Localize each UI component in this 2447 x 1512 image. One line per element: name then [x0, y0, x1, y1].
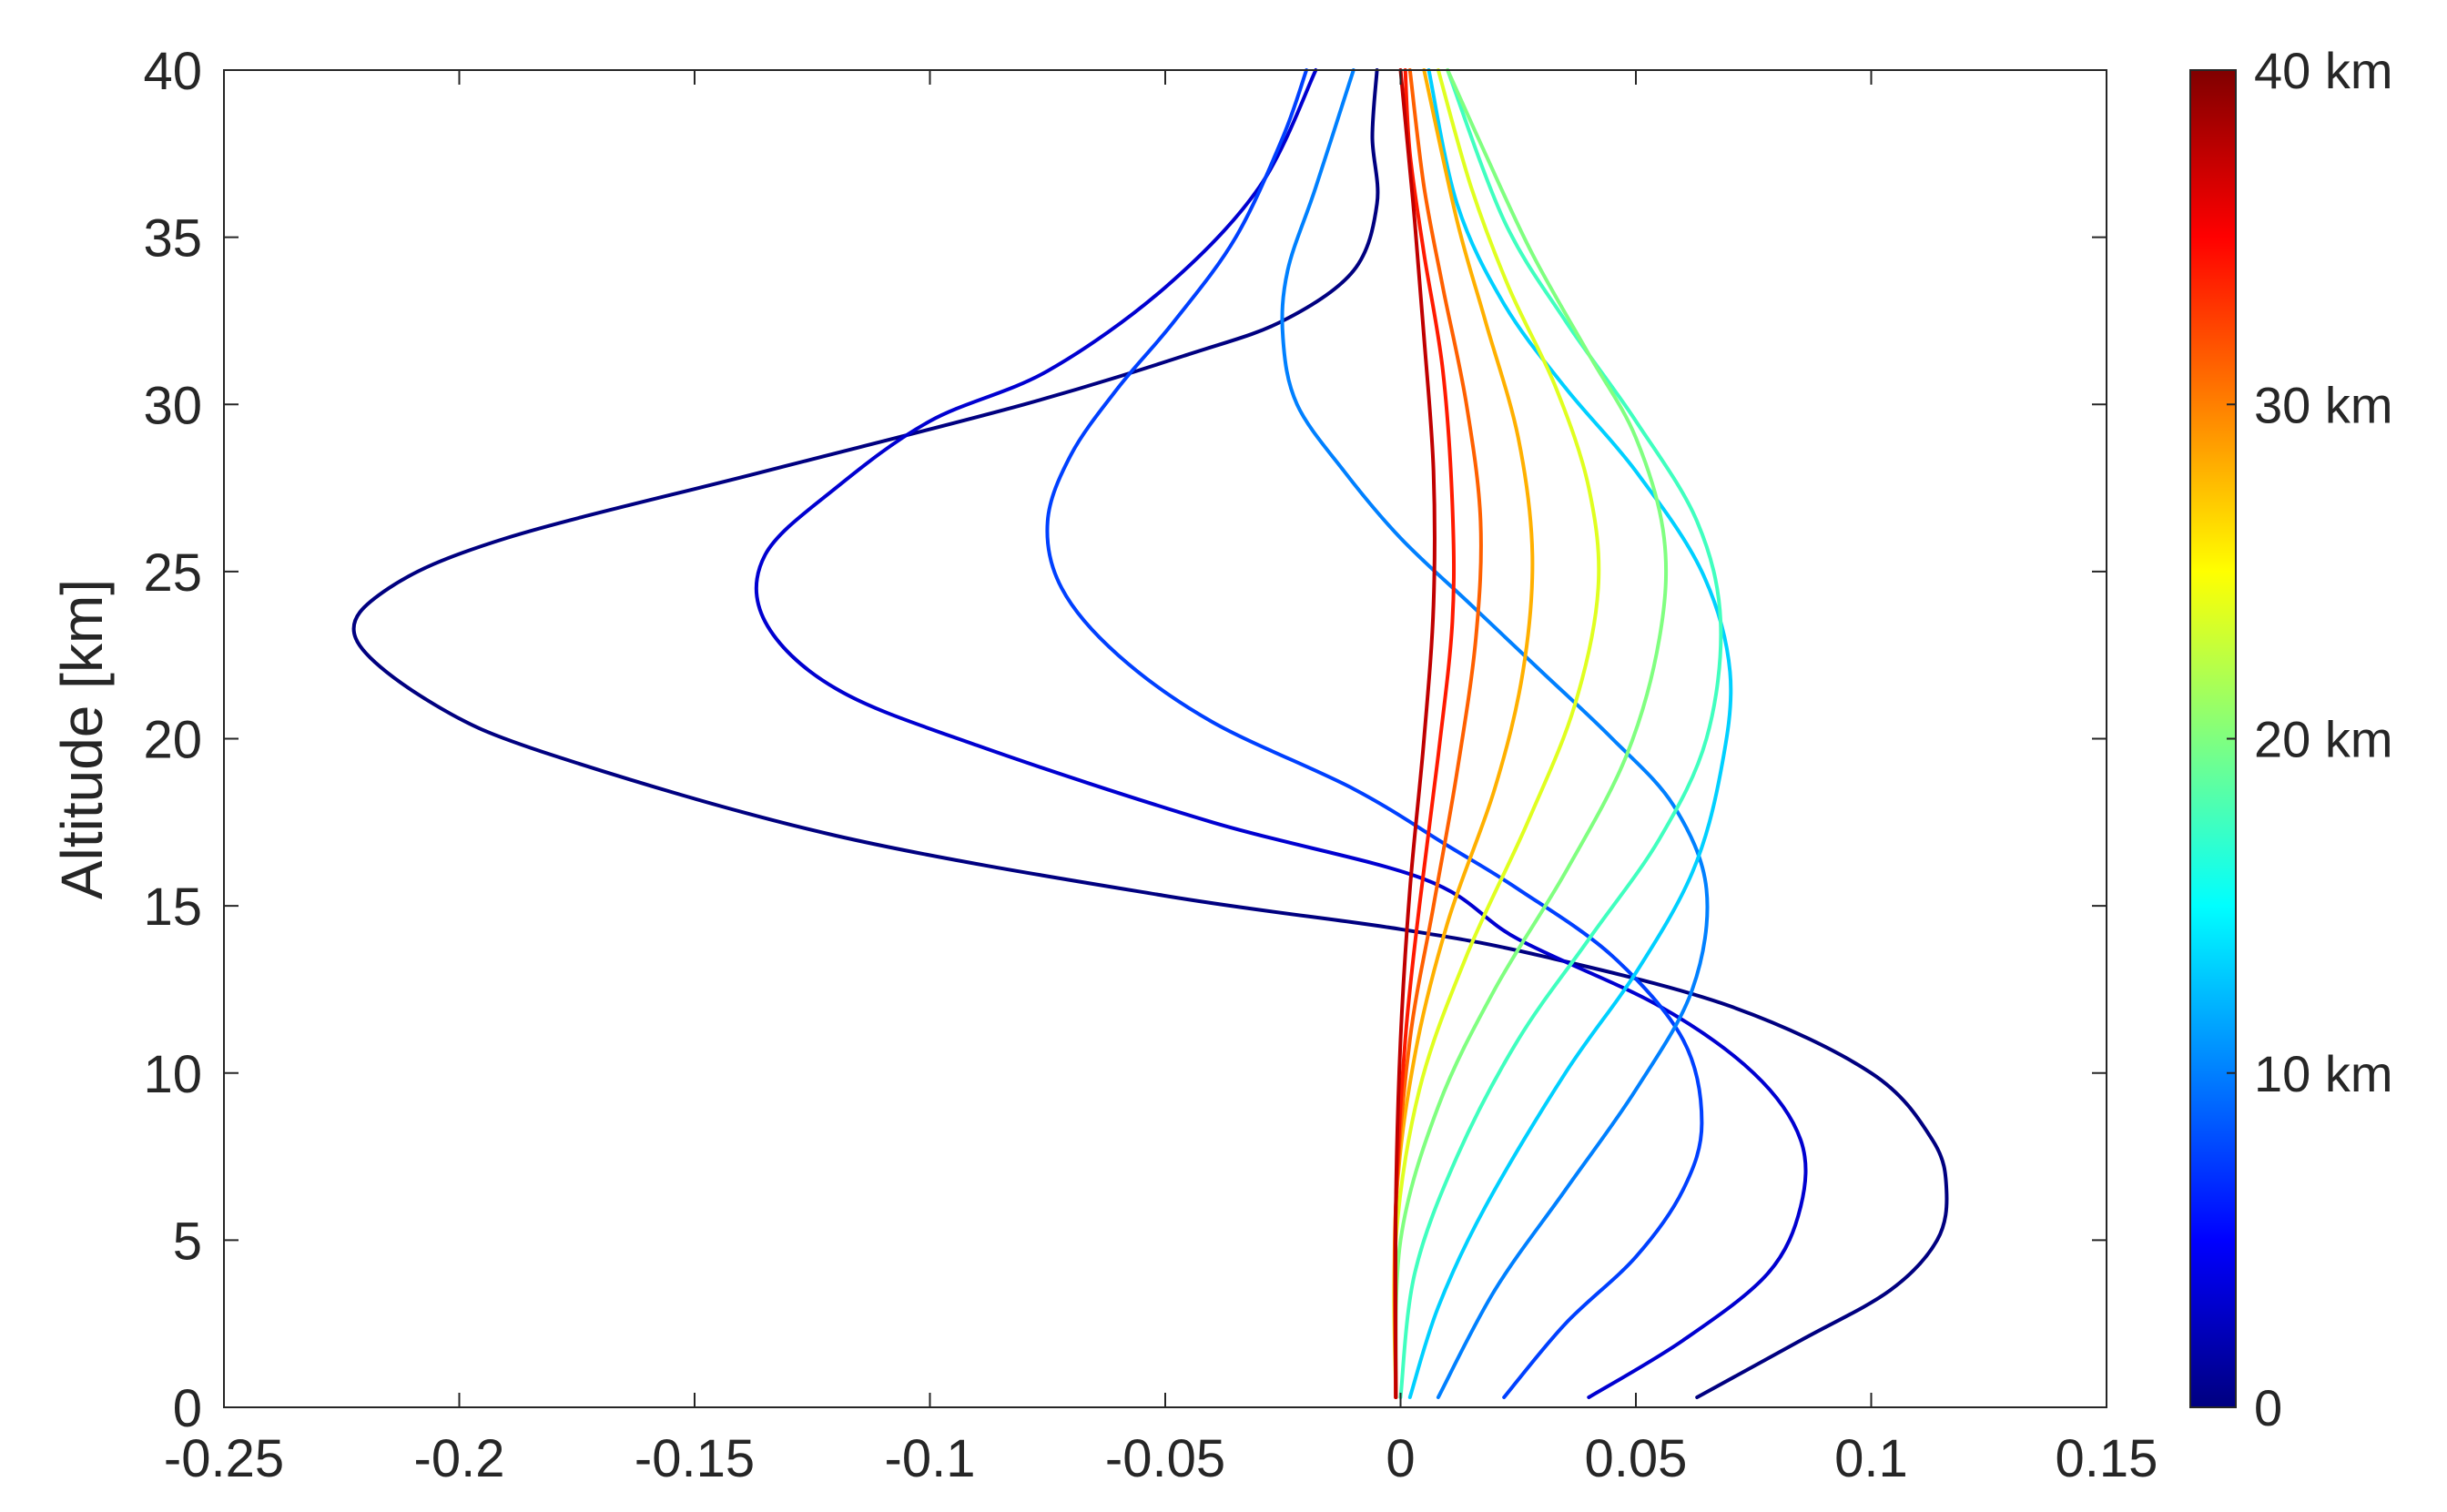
series-line-7: [1392, 68, 1601, 1399]
y-tick-label: 10: [143, 1045, 202, 1104]
x-tick-label: -0.15: [635, 1429, 755, 1488]
y-tick-label: 30: [143, 376, 202, 435]
y-axis-title: Altitude [km]: [49, 579, 115, 899]
y-tick-label: 20: [143, 711, 202, 770]
series-line-5: [1398, 68, 1723, 1399]
y-tick-label: 0: [173, 1379, 202, 1438]
series-line-11: [1393, 68, 1437, 1399]
series-line-2: [1045, 68, 1704, 1399]
series-line-1: [754, 68, 1808, 1399]
x-tick-label: 0.1: [1834, 1429, 1908, 1488]
series-line-3: [1280, 68, 1710, 1399]
x-tick-label: -0.2: [414, 1429, 505, 1488]
series-line-4: [1407, 68, 1733, 1399]
y-tick-label: 25: [143, 543, 202, 603]
series-line-0: [351, 68, 1949, 1399]
plot-area: [224, 70, 2107, 1407]
colorbar-label: 40 km: [2254, 42, 2393, 99]
x-tick-label: -0.25: [164, 1429, 284, 1488]
y-tick-label: 35: [143, 209, 202, 269]
colorbar-label: 30 km: [2254, 376, 2393, 433]
series-line-6: [1394, 68, 1669, 1399]
colorbar-label: 20 km: [2254, 711, 2393, 768]
y-tick-label: 15: [143, 878, 202, 937]
colorbar-label: 0: [2254, 1379, 2282, 1436]
x-tick-label: 0.15: [2056, 1429, 2158, 1488]
colorbar-label: 10 km: [2254, 1045, 2393, 1102]
x-tick-label: 0.05: [1585, 1429, 1688, 1488]
series-layer: [351, 68, 1949, 1399]
x-tick-label: -0.05: [1105, 1429, 1225, 1488]
x-tick-label: -0.1: [885, 1429, 976, 1488]
y-tick-label: 40: [143, 42, 202, 101]
colorbar-labels: 0 10 km 20 km 30 km 40 km: [2227, 42, 2393, 1436]
x-tick-label: 0: [1386, 1429, 1415, 1488]
ticks-layer: -0.25 -0.2 -0.15 -0.1 -0.05 0 0.05 0.1 0.15 0 5 10 1…: [143, 42, 2158, 1488]
y-tick-label: 5: [173, 1212, 202, 1271]
series-line-8: [1392, 68, 1535, 1399]
